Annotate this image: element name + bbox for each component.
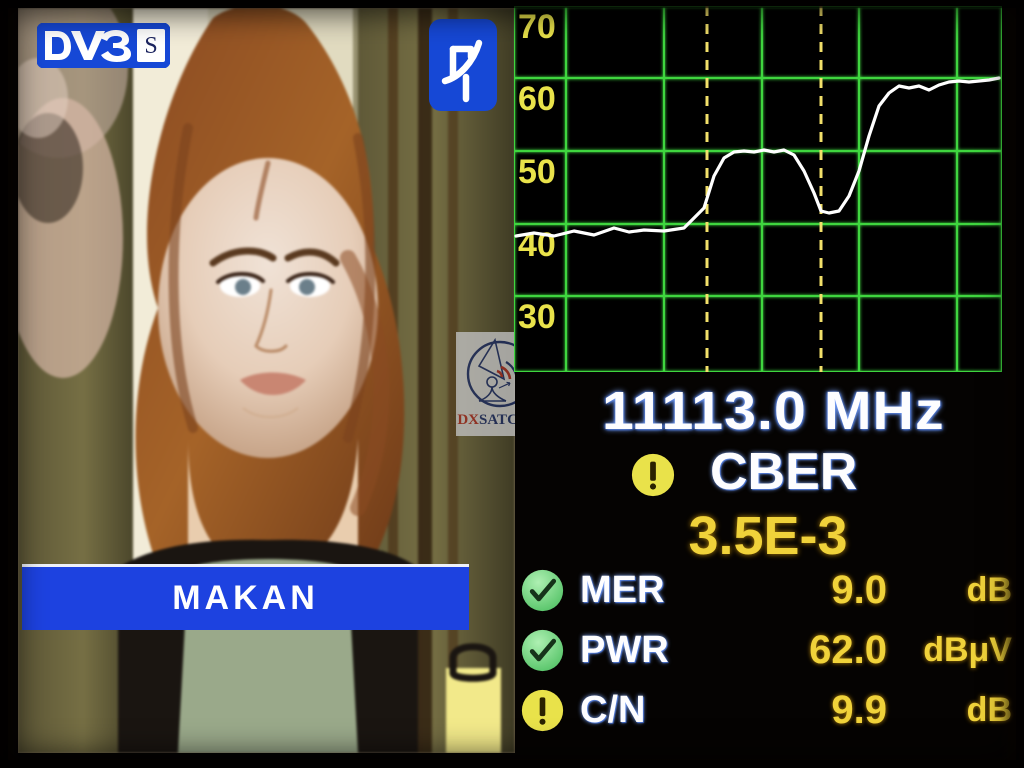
svg-text:70: 70 — [518, 8, 556, 46]
svg-text:40: 40 — [518, 226, 556, 264]
svg-text:DXSATCS.COM: DXSATCS.COM — [457, 412, 515, 428]
svg-text:60: 60 — [518, 80, 556, 118]
svg-text:S: S — [144, 33, 157, 59]
svg-text:50: 50 — [518, 153, 556, 191]
svg-text:30: 30 — [518, 298, 556, 336]
